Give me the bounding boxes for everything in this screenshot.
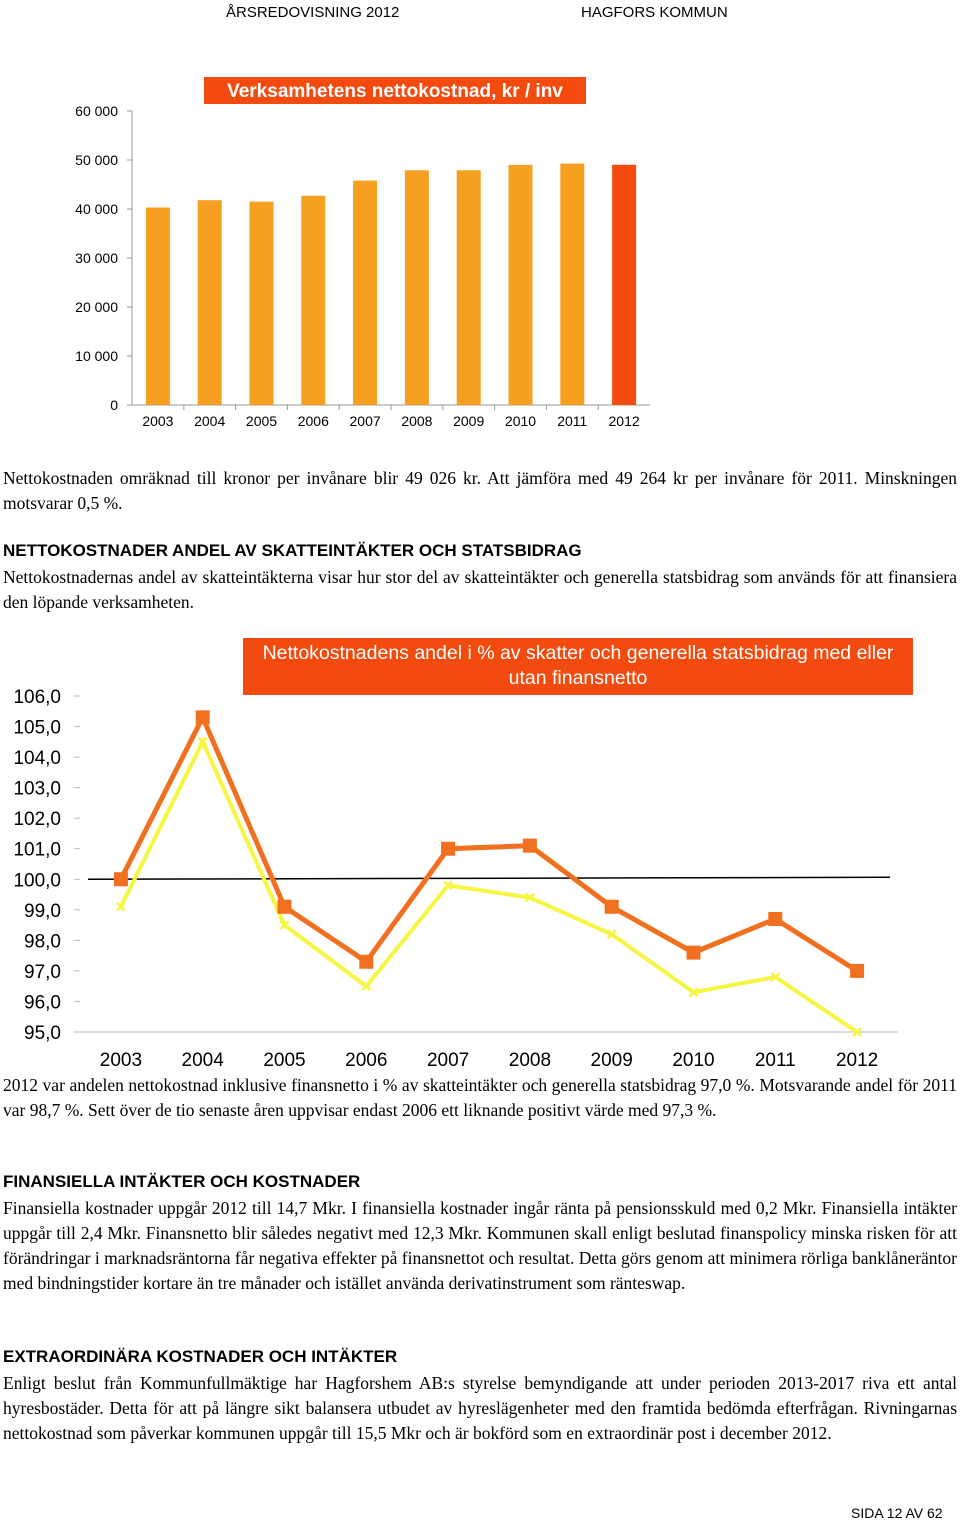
line-chart-title-bg [243,638,913,695]
line-y-tick-label: 106,0 [13,687,61,708]
bar-chart-title: Verksamhetens nettokostnad, kr / inv [227,81,563,102]
bar-x-label: 2007 [350,413,381,429]
bar-x-label: 2005 [246,413,277,429]
line-x-label: 2004 [182,1050,225,1071]
line-y-tick-label: 98,0 [24,931,61,952]
series-line-with [118,711,859,974]
bar-2006 [301,195,326,405]
bar-chart-title-bg [204,77,586,104]
bar-2012 [612,164,637,405]
marker-without-2006 [361,981,372,992]
paragraph-net-cost-share: Nettokostnadernas andel av skatteintäkte… [3,567,957,612]
marker-with-2011 [768,911,783,926]
marker-without-2008 [525,892,535,903]
line-y-tick-label: 99,0 [24,901,61,922]
bar-x-label: 2012 [609,413,640,429]
bar-2009 [456,170,481,405]
line-x-label: 2011 [755,1050,796,1071]
line-y-tick-label: 103,0 [13,779,61,800]
line-x-label: 2003 [100,1050,142,1071]
marker-with-2004 [195,710,210,725]
series-line-without [119,737,859,1034]
bar-x-label: 2006 [298,413,329,429]
line-y-tick-label: 102,0 [13,809,61,830]
bar-y-tick-label: 0 [110,397,118,413]
bar-x-label: 2009 [453,413,484,429]
bar-2010 [508,164,533,405]
bar-y-tick-label: 40 000 [75,201,118,217]
marker-with-2006 [359,954,374,969]
bar-x-label: 2011 [557,413,587,429]
line-y-tick-label: 100,0 [13,870,61,891]
bar-y-tick-label: 20 000 [75,299,118,315]
header-left: ÅRSREDOVISNING 2012 [226,4,400,21]
bar-y-tick-label: 50 000 [75,152,118,168]
header-right: HAGFORS KOMMUN [581,4,728,21]
bar-x-label: 2003 [142,413,173,429]
marker-with-2005 [277,899,292,914]
line-x-label: 2009 [591,1050,633,1071]
bar-x-label: 2010 [505,413,536,429]
bar-x-label: 2008 [401,413,432,429]
marker-without-2010 [688,987,699,998]
paragraph-cost-per-inhabitant: Nettokostnaden omräknad till kronor per … [3,468,957,513]
marker-with-2007 [441,841,456,856]
line-y-tick-label: 97,0 [24,962,61,983]
bar-2005 [249,201,274,405]
heading-extraordinary: EXTRAORDINÄRA KOSTNADER OCH INTÄKTER [3,1347,398,1366]
line-x-label: 2010 [672,1050,714,1071]
bar-2004 [197,200,222,405]
marker-with-2003 [113,872,128,887]
bar-2008 [404,170,429,405]
reference-line-100 [87,876,891,881]
marker-with-2012 [850,963,865,978]
marker-with-2008 [522,838,537,853]
marker-without-2007 [443,880,453,891]
line-x-label: 2006 [345,1050,387,1071]
marker-without-2009 [606,929,617,940]
marker-without-2004 [197,736,208,747]
line-chart: Nettokostnadens andel i % av skatter och… [13,638,913,1071]
line-x-label: 2005 [263,1050,305,1071]
paragraph-share-2012: 2012 var andelen nettokostnad inklusive … [3,1075,957,1120]
bar-2003 [145,207,170,405]
marker-without-2011 [770,972,781,982]
marker-without-2005 [279,920,290,930]
bar-y-tick-label: 60 000 [75,103,118,119]
paragraph-extraordinary: Enligt beslut från Kommunfullmäktige har… [3,1373,957,1443]
line-x-label: 2007 [427,1050,469,1071]
bar-2011 [560,163,585,405]
bar-y-tick-label: 10 000 [75,348,118,364]
marker-with-2010 [686,945,701,960]
heading-financial: FINANSIELLA INTÄKTER OCH KOSTNADER [3,1172,361,1191]
line-y-tick-label: 96,0 [24,992,61,1013]
marker-with-2009 [604,899,619,914]
paragraph-financial: Finansiella kostnader uppgår 2012 till 1… [3,1198,957,1293]
line-chart-title: Nettokostnadens andel i % av skatter och… [262,642,894,689]
line-y-tick-label: 101,0 [13,840,61,861]
page-number: SIDA 12 AV 62 [851,1505,943,1521]
bar-chart: Verksamhetens nettokostnad, kr / inv 0 10… [75,77,650,429]
marker-without-2003 [116,901,126,912]
line-y-tick-label: 105,0 [13,718,61,739]
line-y-tick-label: 95,0 [24,1023,61,1044]
bar-2007 [353,180,378,405]
marker-without-2012 [852,1027,862,1037]
line-x-label: 2012 [836,1050,878,1071]
bar-y-tick-label: 30 000 [75,250,118,266]
heading-net-cost-share: NETTOKOSTNADER ANDEL AV SKATTEINTÄKTER O… [3,541,582,560]
bar-x-label: 2004 [194,413,225,429]
line-y-tick-label: 104,0 [13,748,61,769]
line-x-label: 2008 [509,1050,551,1071]
